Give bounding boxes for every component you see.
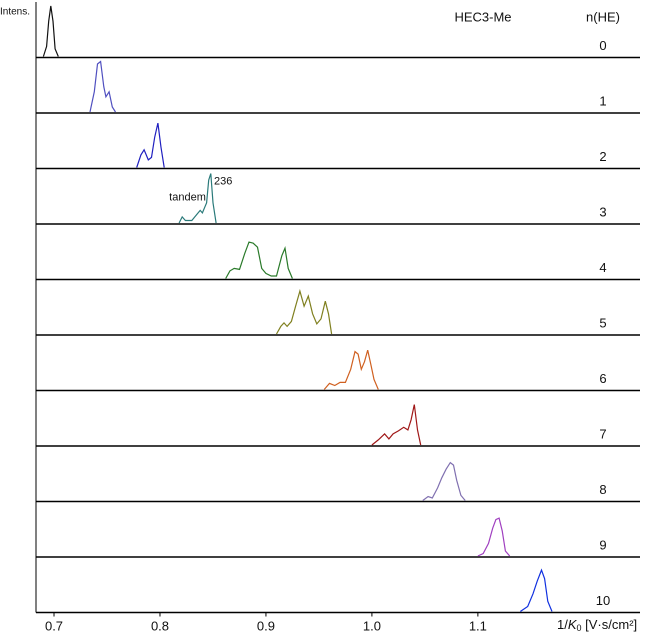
panel-label: 6 (599, 371, 606, 386)
x-label-part: 0 (577, 623, 582, 633)
panel-label: 8 (599, 482, 606, 497)
trace (136, 122, 165, 168)
panel-label: 3 (599, 204, 606, 219)
y-label: Intens. (0, 7, 30, 18)
x-label: 1/K0 [V·s/cm²] (557, 617, 637, 633)
panel-label: 0 (599, 38, 606, 53)
trace (178, 173, 217, 224)
x-label-part: K (568, 617, 578, 632)
panel-label: 5 (599, 315, 606, 330)
annotation: tandem (169, 191, 206, 203)
panel-label: 10 (596, 593, 610, 608)
x-tick-label: 1.1 (469, 618, 487, 633)
panel-label: 2 (599, 149, 606, 164)
trace (275, 288, 333, 335)
trace (422, 461, 466, 501)
panel-label: 4 (599, 260, 606, 275)
x-label-part: 1/ (557, 617, 568, 632)
trace (371, 404, 422, 446)
panel-label: 1 (599, 93, 606, 108)
x-tick-label: 1.0 (363, 618, 381, 633)
x-tick-label: 0.9 (257, 618, 275, 633)
trace (519, 568, 553, 612)
x-tick-label: 0.8 (151, 618, 169, 633)
trace (323, 349, 379, 390)
chart-title: HEC3-Me (454, 9, 511, 24)
trace (477, 517, 511, 557)
panel-header: n(HE) (586, 9, 620, 24)
x-label-part: [V·s/cm²] (582, 617, 638, 632)
trace (42, 5, 59, 57)
trace (225, 241, 293, 279)
trace (89, 60, 117, 113)
panel-label: 9 (599, 537, 606, 552)
x-tick-label: 0.7 (45, 618, 63, 633)
panel-label: 7 (599, 426, 606, 441)
annotation: 236 (214, 175, 232, 187)
